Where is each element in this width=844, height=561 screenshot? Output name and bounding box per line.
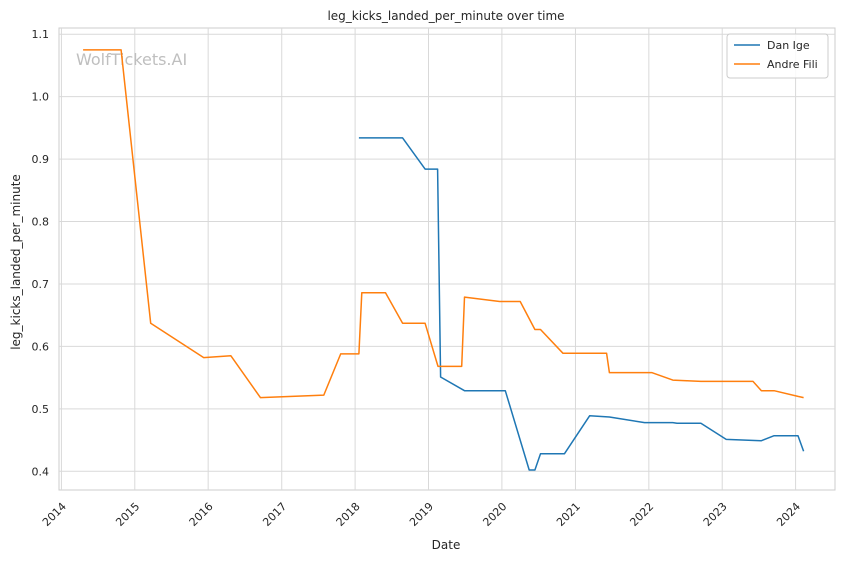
legend-label-dan-ige: Dan Ige <box>767 39 810 52</box>
x-axis-label: Date <box>432 538 461 552</box>
x-tick-labels: 2014 2015 2016 2017 2018 2019 2020 2021 2022 2023… <box>40 500 803 529</box>
x-tick-label: 2023 <box>701 500 730 529</box>
x-tick-label: 2024 <box>774 500 803 529</box>
y-axis-label: leg_kicks_landed_per_minute <box>9 174 23 350</box>
x-tick-label: 2019 <box>407 500 436 529</box>
x-tick-label: 2020 <box>480 500 509 529</box>
x-tick-label: 2021 <box>554 500 583 529</box>
y-tick-label: 0.5 <box>32 403 50 416</box>
series-line-andre-fili <box>83 49 804 399</box>
x-tick-label: 2015 <box>113 500 142 529</box>
legend-label-andre-fili: Andre Fili <box>767 58 818 71</box>
x-tick-label: 2022 <box>627 500 656 529</box>
series-line-dan-ige <box>358 137 805 471</box>
legend: Dan Ige Andre Fili <box>726 33 829 79</box>
y-tick-label: 0.9 <box>32 153 50 166</box>
y-tick-label: 0.6 <box>32 340 50 353</box>
x-tick-label: 2017 <box>260 500 289 529</box>
y-tick-label: 0.8 <box>32 216 50 229</box>
y-tick-label: 0.7 <box>32 278 50 291</box>
x-tick-label: 2018 <box>334 500 363 529</box>
watermark: WolfTickets.AI <box>76 50 187 69</box>
y-tick-label: 1.0 <box>32 91 50 104</box>
plot-area <box>58 27 836 491</box>
y-tick-labels: 0.4 0.5 0.6 0.7 0.8 0.9 1.0 1.1 <box>32 28 50 478</box>
y-tick-label: 1.1 <box>32 28 50 41</box>
x-tick-label: 2014 <box>40 500 69 529</box>
x-tick-label: 2016 <box>187 500 216 529</box>
chart-title: leg_kicks_landed_per_minute over time <box>327 9 564 23</box>
series-lines <box>83 49 805 471</box>
grid <box>59 28 835 490</box>
y-tick-label: 0.4 <box>32 465 50 478</box>
